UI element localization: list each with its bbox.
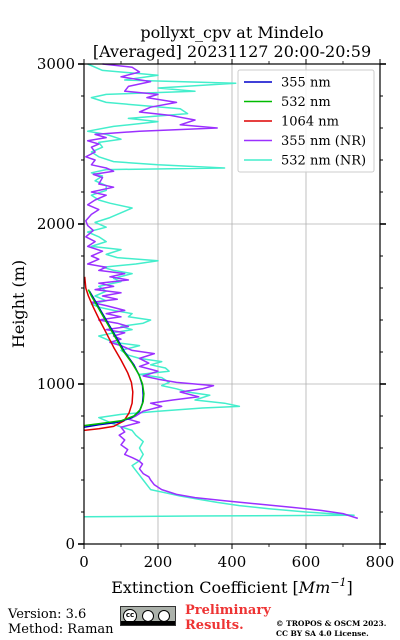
cc-by-sa-license-badge: cc <box>120 606 176 626</box>
legend-entry: 355 nm (NR) <box>281 134 366 149</box>
series-line-1064-nm <box>83 276 134 432</box>
x-tick-label: 400 <box>218 553 247 571</box>
prelim-line-1: Preliminary <box>185 603 271 618</box>
copyright-line-2: CC BY SA 4.0 License. <box>276 629 369 638</box>
series-line-355-nm-nr <box>85 63 359 520</box>
x-tick-label: 600 <box>292 553 321 571</box>
tick-labels: 0 200 400 600 800 0 1000 2000 3000 <box>37 55 395 571</box>
copyright-notice: © TROPOS & OSCM 2023. CC BY SA 4.0 Licen… <box>276 619 386 639</box>
axis-ticks <box>78 59 386 549</box>
legend-entry: 355 nm <box>281 76 331 91</box>
chart-subtitle: [Averaged] 20231127 20:00-20:59 <box>93 42 371 61</box>
x-axis-label: Extinction Coefficient [Mm−1] <box>111 576 353 597</box>
preliminary-results-notice: Preliminary Results. <box>185 603 271 633</box>
y-axis-label: Height (m) <box>9 260 28 348</box>
footer-info: Version: 3.6 Method: Raman <box>8 607 114 637</box>
legend-box <box>237 69 375 173</box>
y-tick-label: 3000 <box>37 55 75 73</box>
prelim-line-2: Results. <box>185 618 244 633</box>
x-tick-label: 200 <box>144 553 173 571</box>
method-text: Method: Raman <box>8 622 114 637</box>
legend: 355 nm 532 nm 1064 nm 355 nm (NR) 532 nm (NR… <box>237 69 375 173</box>
legend-entry: 1064 nm <box>281 115 339 130</box>
y-tick-label: 0 <box>65 535 75 553</box>
series-line-532-nm <box>83 289 145 427</box>
series-layer <box>83 63 359 520</box>
y-tick-label: 2000 <box>37 215 75 233</box>
copyright-line-1: © TROPOS & OSCM 2023. <box>276 619 387 628</box>
legend-entry: 532 nm <box>281 95 331 110</box>
x-tick-label: 0 <box>79 553 89 571</box>
version-text: Version: 3.6 <box>8 607 87 622</box>
y-tick-label: 1000 <box>37 375 75 393</box>
chart-title: pollyxt_cpv at Mindelo <box>140 23 323 42</box>
x-tick-label: 800 <box>366 553 395 571</box>
legend-entry: 532 nm (NR) <box>281 154 366 169</box>
badge-strip <box>121 621 175 625</box>
